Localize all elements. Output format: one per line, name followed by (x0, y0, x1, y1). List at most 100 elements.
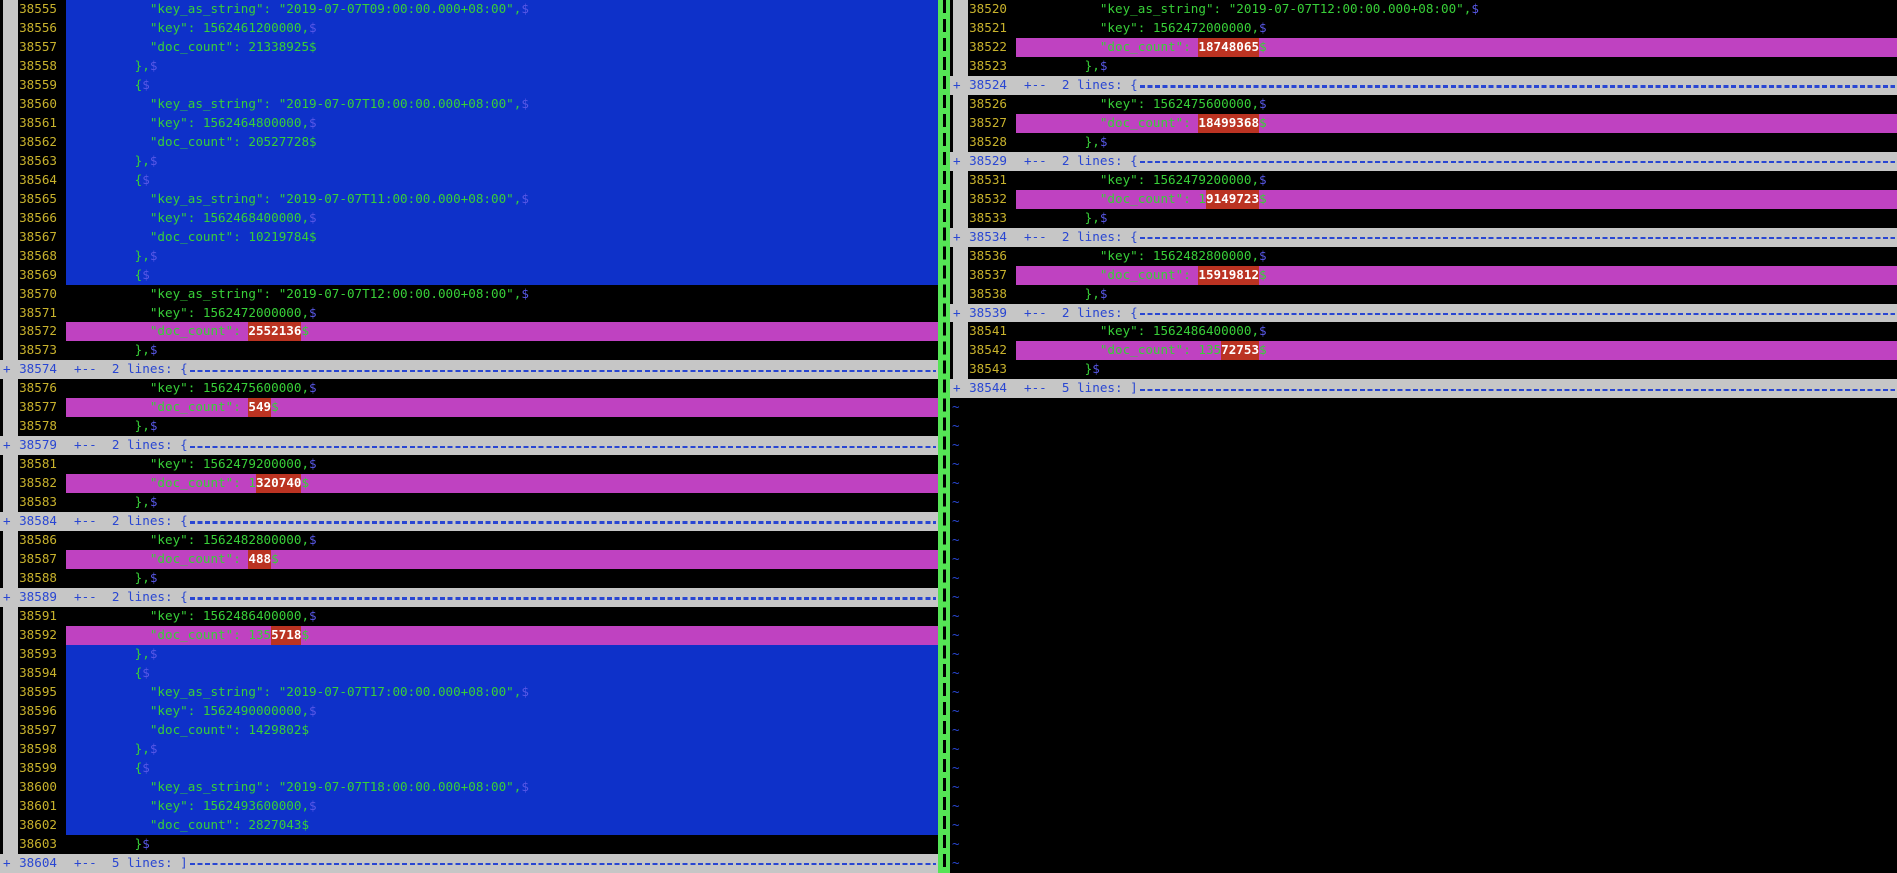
line-content[interactable]: "key": 1562493600000, $ (66, 796, 938, 816)
code-text[interactable]: "key": 1562479200000, (74, 456, 310, 472)
line-content[interactable]: "doc_count": 2827043 $ (66, 815, 938, 835)
closed-fold-line[interactable]: +38589 +-- 2 lines: { (0, 588, 938, 607)
line-content[interactable]: "key_as_string": "2019-07-07T12:00:00.00… (1016, 0, 1897, 19)
line-content[interactable]: +-- 2 lines: { (66, 588, 938, 607)
code-text[interactable]: "doc_count": (1024, 38, 1199, 54)
code-line[interactable]: 38556 "key": 1562461200000, $ (0, 18, 938, 38)
code-text[interactable]: "key": 1562493600000, (74, 797, 310, 813)
code-text[interactable]: "key": 1562461200000, (74, 19, 310, 35)
empty-buffer-line[interactable]: ~ (950, 682, 1897, 702)
line-content[interactable]: +-- 2 lines: { (1016, 303, 1897, 323)
line-content[interactable]: "key_as_string": "2019-07-07T17:00:00.00… (66, 682, 938, 702)
closed-fold-line[interactable]: +38574 +-- 2 lines: { (0, 360, 938, 380)
line-content[interactable] (1016, 644, 1897, 664)
code-text[interactable]: "key": 1562464800000, (74, 114, 310, 130)
empty-buffer-line[interactable]: ~ (950, 512, 1897, 532)
line-content[interactable]: "doc_count": 488 $ (66, 550, 938, 570)
empty-buffer-line[interactable]: ~ (950, 796, 1897, 816)
code-text[interactable]: } (74, 835, 143, 851)
code-line[interactable]: 38588 }, $ (0, 569, 938, 589)
closed-fold-line[interactable]: +38544 +-- 5 lines: ] (950, 379, 1897, 399)
code-text[interactable]: }, (74, 740, 150, 756)
fold-plus-icon[interactable]: + (953, 76, 961, 92)
line-content[interactable]: "doc_count": 15919812 $ (1016, 265, 1897, 285)
code-text[interactable]: }, (74, 152, 150, 168)
code-line[interactable]: 38561 "key": 1562464800000, $ (0, 113, 938, 133)
line-content[interactable]: "key_as_string": "2019-07-07T11:00:00.00… (66, 189, 938, 209)
diff-pane-right[interactable]: 38520 "key_as_string": "2019-07-07T12:00… (950, 0, 1897, 873)
empty-buffer-line[interactable]: ~ (950, 720, 1897, 740)
fold-label[interactable]: +-- 2 lines: { (1024, 228, 1138, 244)
code-line[interactable]: 38523 }, $ (950, 56, 1897, 76)
line-content[interactable] (1016, 398, 1897, 418)
code-line[interactable]: 38533 }, $ (950, 208, 1897, 228)
line-content[interactable] (1016, 436, 1897, 456)
code-line[interactable]: 38572 "doc_count": 2552136 $ (0, 322, 938, 342)
line-content[interactable]: "doc_count": 21338925 $ (66, 37, 938, 57)
fold-label[interactable]: +-- 2 lines: { (74, 437, 188, 453)
code-text[interactable]: }, (74, 645, 150, 661)
code-text[interactable]: "doc_count": 1 (1024, 190, 1206, 206)
fold-plus-icon[interactable]: + (3, 437, 11, 453)
line-content[interactable] (1016, 720, 1897, 740)
code-line[interactable]: 38602 "doc_count": 2827043 $ (0, 815, 938, 835)
line-content[interactable]: "doc_count": 2552136 $ (66, 322, 938, 342)
fold-plus-icon[interactable]: + (3, 589, 11, 605)
line-content[interactable]: "key": 1562461200000, $ (66, 18, 938, 38)
diff-changed-text[interactable]: 320740 (255, 474, 302, 494)
line-content[interactable]: "key_as_string": "2019-07-07T09:00:00.00… (66, 0, 938, 19)
line-content[interactable] (1016, 663, 1897, 683)
line-content[interactable] (1016, 853, 1897, 873)
code-line[interactable]: 38594 {$ (0, 663, 938, 683)
line-content[interactable]: "key": 1562486400000, $ (66, 607, 938, 626)
code-line[interactable]: 38522 "doc_count": 18748065 $ (950, 37, 1897, 57)
code-text[interactable]: "key_as_string": "2019-07-07T18:00:00.00… (74, 778, 522, 794)
fold-label[interactable]: +-- 2 lines: { (1024, 76, 1138, 92)
empty-buffer-line[interactable]: ~ (950, 701, 1897, 721)
code-line[interactable]: 38543 } $ (950, 360, 1897, 380)
code-line[interactable]: 38578 }, $ (0, 417, 938, 437)
line-content[interactable]: "key": 1562475600000, $ (66, 379, 938, 399)
closed-fold-line[interactable]: +38524 +-- 2 lines: { (950, 75, 1897, 95)
diff-pane-left[interactable]: 38555 "key_as_string": "2019-07-07T09:00… (0, 0, 938, 873)
closed-fold-line[interactable]: +38529 +-- 2 lines: { (950, 151, 1897, 171)
code-text[interactable]: "key": 1562472000000, (74, 304, 310, 320)
line-content[interactable]: }, $ (66, 739, 938, 759)
line-content[interactable]: {$ (66, 75, 938, 95)
line-content[interactable]: }, $ (1016, 208, 1897, 228)
line-content[interactable]: }, $ (66, 56, 938, 76)
diff-changed-text[interactable]: 15919812 (1198, 265, 1260, 285)
code-line[interactable]: 38557 "doc_count": 21338925 $ (0, 37, 938, 57)
line-content[interactable] (1016, 512, 1897, 532)
code-text[interactable]: "doc_count": (74, 323, 249, 339)
line-content[interactable]: +-- 2 lines: { (1016, 75, 1897, 95)
line-content[interactable]: "doc_count": 1429802 $ (66, 720, 938, 740)
empty-buffer-line[interactable]: ~ (950, 777, 1897, 797)
code-line[interactable]: 38596 "key": 1562490000000, $ (0, 701, 938, 721)
diff-changed-text[interactable]: 18499368 (1198, 113, 1260, 133)
empty-buffer-line[interactable]: ~ (950, 607, 1897, 626)
code-text[interactable]: "key_as_string": "2019-07-07T12:00:00.00… (1024, 1, 1472, 16)
fold-label[interactable]: +-- 2 lines: { (74, 361, 188, 377)
code-line[interactable]: 38536 "key": 1562482800000, $ (950, 246, 1897, 266)
code-text[interactable]: "doc_count": 20527728 (74, 133, 310, 149)
code-line[interactable]: 38566 "key": 1562468400000, $ (0, 208, 938, 228)
code-line[interactable]: 38526 "key": 1562475600000, $ (950, 94, 1897, 114)
line-content[interactable] (1016, 815, 1897, 835)
code-line[interactable]: 38586 "key": 1562482800000, $ (0, 531, 938, 551)
code-text[interactable]: "doc_count": 135 (74, 626, 272, 642)
line-content[interactable]: "doc_count": 549 $ (66, 398, 938, 418)
line-content[interactable] (1016, 493, 1897, 513)
empty-buffer-line[interactable]: ~ (950, 625, 1897, 645)
line-content[interactable]: +-- 2 lines: { (66, 512, 938, 532)
code-line[interactable]: 38595 "key_as_string": "2019-07-07T17:00… (0, 682, 938, 702)
code-line[interactable]: 38555 "key_as_string": "2019-07-07T09:00… (0, 0, 938, 19)
code-text[interactable]: "key": 1562472000000, (1024, 19, 1260, 35)
line-content[interactable]: "key": 1562482800000, $ (66, 531, 938, 551)
diff-changed-text[interactable]: 72753 (1221, 341, 1260, 361)
code-line[interactable]: 38531 "key": 1562479200000, $ (950, 170, 1897, 190)
code-text[interactable]: "key_as_string": "2019-07-07T11:00:00.00… (74, 190, 522, 206)
code-text[interactable]: "key": 1562468400000, (74, 209, 310, 225)
diff-changed-text[interactable]: 18748065 (1198, 37, 1260, 57)
code-line[interactable]: 38598 }, $ (0, 739, 938, 759)
